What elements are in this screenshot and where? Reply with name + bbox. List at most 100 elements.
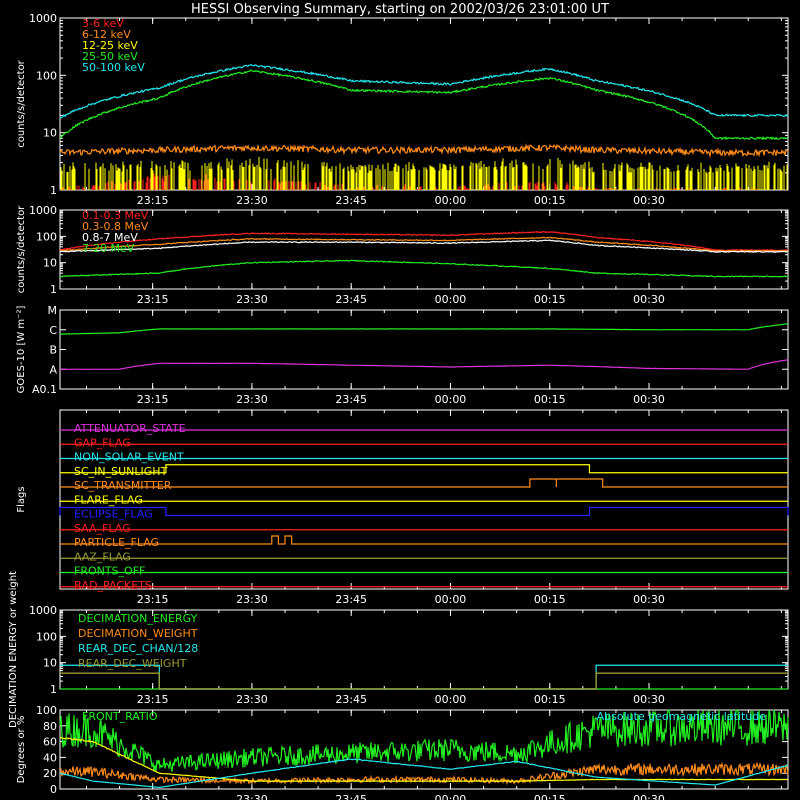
- x-tick-label: 00:15: [534, 293, 566, 306]
- y-axis-label: Degrees or %: [16, 716, 27, 784]
- panel-panel2: 23:15 23:30 23:45 00:00 00:15 00:30 1 10 100 1000…: [16, 204, 789, 306]
- panel-frame: [59, 709, 789, 790]
- x-tick-label: 00:15: [534, 793, 566, 800]
- series-line: [59, 259, 789, 278]
- y-tick-label: A0.1: [32, 383, 57, 396]
- x-tick-label: 00:15: [534, 194, 566, 207]
- y-tick-label: 100: [36, 704, 57, 717]
- y-tick-label: 20: [43, 767, 57, 780]
- x-tick-label: 00:00: [435, 593, 467, 606]
- y-tick-label: 0: [50, 783, 57, 796]
- legend-entry: DECIMATION_ENERGY: [78, 612, 198, 625]
- series-line: [59, 239, 789, 253]
- x-tick-label: 23:45: [335, 593, 367, 606]
- flag-label: FLARE_FLAG: [74, 493, 143, 506]
- x-tick-label: 23:15: [137, 194, 169, 207]
- legend-entry: REAR_DEC_WEIGHT: [78, 657, 187, 670]
- flag-label: GAP_FLAG: [74, 436, 131, 449]
- y-tick-label: 1000: [29, 204, 57, 217]
- x-tick-label: 00:30: [633, 593, 665, 606]
- x-tick-label: 23:45: [335, 194, 367, 207]
- y-tick-label: 60: [43, 736, 57, 749]
- series-line: [59, 230, 789, 252]
- x-tick-label: 23:30: [236, 793, 268, 800]
- panel-panel1: 23:15 23:30 23:45 00:00 00:15 00:30 1 10 100 1000…: [16, 12, 789, 207]
- x-tick-label: 23:30: [236, 393, 268, 406]
- x-tick-label: 23:30: [236, 693, 268, 706]
- flag-label: SC_IN_SUNLIGHT: [74, 465, 168, 478]
- y-tick-label: 1: [50, 683, 57, 696]
- flag-line: [60, 464, 788, 474]
- flag-label: BAD_PACKETS: [74, 579, 152, 592]
- y-tick-label: 1000: [29, 12, 57, 25]
- legend-entry: Absolute geomagnetic latitude: [597, 710, 767, 723]
- y-tick-label: 100: [36, 230, 57, 243]
- legend-entry: 12-25 keV: [82, 39, 138, 52]
- x-tick-label: 00:15: [534, 593, 566, 606]
- legend-entry: 6-12 keV: [82, 28, 131, 41]
- x-tick-label: 00:00: [435, 194, 467, 207]
- y-tick-label: M: [48, 304, 58, 317]
- panel-flags: 23:15 23:30 23:45 00:00 00:15 00:30 ATTENUATOR…: [16, 409, 789, 606]
- flag-label: ATTENUATOR_STATE: [74, 422, 186, 435]
- y-tick-label: 1: [50, 283, 57, 296]
- y-tick-label: 100: [36, 69, 57, 82]
- x-tick-label: 00:30: [633, 293, 665, 306]
- y-tick-label: 10: [43, 127, 57, 140]
- flag-label: SAA_FLAG: [74, 522, 131, 535]
- y-axis-label: counts/s/detector: [16, 205, 27, 293]
- series-line: [60, 672, 788, 690]
- x-tick-label: 00:30: [633, 693, 665, 706]
- x-tick-label: 00:00: [435, 793, 467, 800]
- y-axis-label: counts/s/detector: [16, 59, 27, 147]
- series-line: [60, 672, 788, 690]
- y-tick-label: 10: [43, 257, 57, 270]
- x-tick-label: 00:15: [534, 393, 566, 406]
- legend-entry: 25-50 keV: [82, 50, 138, 63]
- panel-frame: [59, 17, 789, 191]
- legend-entry: 50-100 keV: [82, 61, 145, 74]
- y-axis-label: GOES-10 [W m⁻²]: [16, 306, 27, 394]
- y-tick-label: A: [49, 363, 57, 376]
- y-tick-label: 40: [43, 751, 57, 764]
- y-tick-label: C: [49, 324, 57, 337]
- legend-entry: 0.8-7 MeV: [82, 231, 138, 244]
- x-tick-label: 23:15: [137, 693, 169, 706]
- y-tick-label: 1000: [29, 604, 57, 617]
- x-tick-label: 23:30: [236, 194, 268, 207]
- series-line: [59, 143, 789, 158]
- flag-label: PARTICLE_FLAG: [74, 536, 159, 549]
- x-tick-label: 23:15: [137, 293, 169, 306]
- panel-decimation: 23:15 23:30 23:45 00:00 00:15 00:301101001000…: [8, 571, 789, 728]
- x-tick-label: 00:15: [534, 693, 566, 706]
- legend-entry: 0.1-0.3 MeV: [82, 209, 149, 222]
- x-tick-label: 00:00: [435, 393, 467, 406]
- x-tick-label: 00:30: [633, 194, 665, 207]
- flag-label: NON_SOLAR_EVENT: [74, 451, 184, 464]
- y-tick-label: 100: [36, 630, 57, 643]
- series-line: [59, 736, 789, 782]
- series-line: [59, 64, 789, 119]
- x-tick-label: 00:30: [633, 393, 665, 406]
- x-tick-label: 00:00: [435, 293, 467, 306]
- flag-line: [59, 506, 789, 517]
- series-line: [59, 758, 789, 789]
- x-tick-label: 23:15: [137, 593, 169, 606]
- panel-frame: [59, 309, 789, 390]
- series-line: [59, 709, 789, 772]
- legend-entry: FRONT_RATIO: [82, 710, 158, 723]
- series-line: [59, 69, 789, 141]
- y-axis-label: Flags: [16, 486, 27, 512]
- series-line: [60, 323, 789, 335]
- plot-title: HESSI Observing Summary, starting on 200…: [191, 2, 609, 17]
- y-axis-label: DECIMATION ENERGY or weight: [8, 571, 19, 728]
- legend-entry: 7-20 MeV: [82, 242, 135, 255]
- flag-label: FRONTS_OFF: [74, 565, 145, 578]
- legend-entry: REAR_DEC_CHAN/128: [78, 642, 198, 655]
- x-tick-label: 23:45: [335, 793, 367, 800]
- x-tick-label: 23:30: [236, 593, 268, 606]
- legend-entry: 0.3-0.8 MeV: [82, 220, 149, 233]
- flag-line: [60, 535, 788, 545]
